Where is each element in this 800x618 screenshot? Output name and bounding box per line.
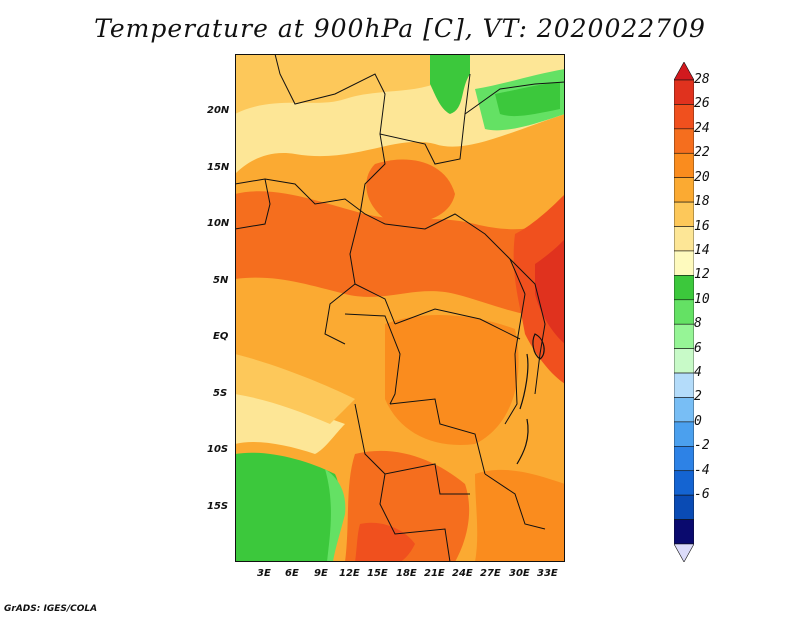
colorbar xyxy=(674,62,694,562)
colorbar-label: -4 xyxy=(694,462,710,478)
field-hottest-core xyxy=(535,239,565,344)
colorbar-label: 6 xyxy=(694,340,702,356)
field-green-sw-edge xyxy=(325,469,346,562)
field-green-ne-inner xyxy=(495,82,560,117)
colorbar-swatch xyxy=(674,104,694,130)
field-south-core xyxy=(355,522,415,562)
field-sw-cool xyxy=(235,384,345,454)
field-congo xyxy=(385,314,519,445)
field-central-hot xyxy=(366,159,455,223)
lon-label-21e: 21E xyxy=(424,568,445,579)
lon-label-6e: 6E xyxy=(285,568,299,579)
field-sw-mild xyxy=(235,354,355,424)
country-borders xyxy=(235,54,565,562)
temperature-map xyxy=(235,54,565,562)
colorbar-swatch xyxy=(674,446,694,472)
colorbar-swatch xyxy=(674,226,694,252)
colorbar-label: 2 xyxy=(694,389,702,405)
field-green-north xyxy=(430,54,470,114)
colorbar-swatch xyxy=(674,494,694,520)
field-green-southwest xyxy=(235,452,340,562)
map-title: Temperature at 900hPa [C], VT: 202002270… xyxy=(94,14,706,43)
colorbar-label: 8 xyxy=(694,316,702,332)
lon-label-12e: 12E xyxy=(339,568,360,579)
colorbar-swatch xyxy=(674,348,694,374)
lat-label-20n: 20N xyxy=(207,105,230,116)
colorbar-label: 26 xyxy=(694,96,710,112)
colorbar-label: 12 xyxy=(694,267,710,283)
field-se-mild xyxy=(475,469,565,562)
colorbar-label: 10 xyxy=(694,291,710,307)
colorbar-label: 16 xyxy=(694,218,710,234)
lat-label-5n: 5N xyxy=(213,275,229,286)
colorbar-swatch xyxy=(674,397,694,423)
lon-label-24e: 24E xyxy=(452,568,473,579)
lat-label-10n: 10N xyxy=(207,218,230,229)
colorbar-swatch xyxy=(674,201,694,227)
colorbar-bottom-arrow xyxy=(674,543,694,562)
colorbar-swatch xyxy=(674,128,694,154)
colorbar-label: 4 xyxy=(694,365,702,381)
colorbar-swatch xyxy=(674,323,694,349)
colorbar-swatch xyxy=(674,299,694,325)
colorbar-label: 22 xyxy=(694,145,710,161)
lat-label-15s: 15S xyxy=(207,501,229,512)
lon-label-18e: 18E xyxy=(396,568,417,579)
field-hot-band xyxy=(235,191,565,317)
colorbar-swatch xyxy=(674,421,694,447)
colorbar-label: 24 xyxy=(694,120,710,136)
lat-label-15n: 15N xyxy=(207,162,230,173)
colorbar-label: 18 xyxy=(694,194,710,210)
colorbar-label: 20 xyxy=(694,169,710,185)
colorbar-label: 14 xyxy=(694,242,710,258)
colorbar-swatch xyxy=(674,372,694,398)
colorbar-swatch xyxy=(674,177,694,203)
lon-label-3e: 3E xyxy=(257,568,271,579)
field-north-mild xyxy=(235,54,435,114)
colorbar-swatch xyxy=(674,152,694,178)
colorbar-label: 28 xyxy=(694,72,710,87)
colorbar-label: -6 xyxy=(694,487,710,503)
lon-label-15e: 15E xyxy=(367,568,388,579)
lon-label-33e: 33E xyxy=(537,568,558,579)
map-frame xyxy=(235,54,565,562)
lon-label-27e: 27E xyxy=(480,568,501,579)
colorbar-label: 0 xyxy=(694,413,702,429)
colorbar-swatch xyxy=(674,275,694,301)
lon-label-30e: 30E xyxy=(509,568,530,579)
lakes xyxy=(516,333,545,465)
colorbar-swatch xyxy=(674,79,694,105)
colorbar-swatch xyxy=(674,519,694,545)
colorbar-label: -2 xyxy=(694,438,710,454)
credit-label: GrADS: IGES/COLA xyxy=(4,604,98,614)
colorbar-swatch xyxy=(674,470,694,496)
colorbar-top-arrow xyxy=(674,62,694,81)
lat-label-eq: EQ xyxy=(213,331,229,342)
lat-label-10s: 10S xyxy=(207,444,229,455)
colorbar-swatch xyxy=(674,250,694,276)
lat-label-5s: 5S xyxy=(213,388,228,399)
lon-label-9e: 9E xyxy=(314,568,328,579)
